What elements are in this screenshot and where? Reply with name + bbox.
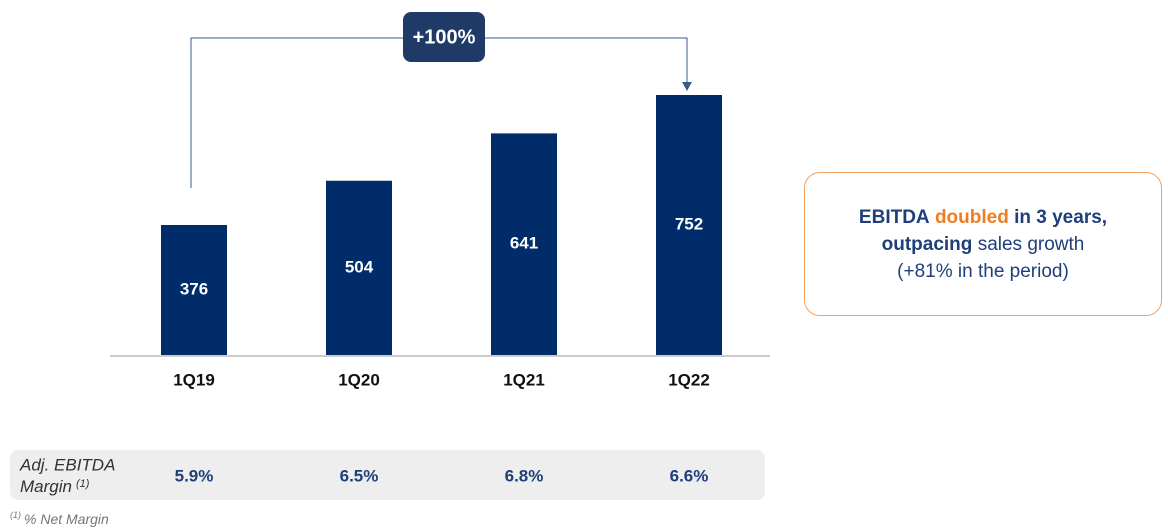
bracket-right (485, 37, 688, 84)
bar (491, 133, 557, 355)
x-tick-label: 1Q22 (668, 370, 710, 389)
margin-row (10, 450, 765, 500)
value-label: 641 (510, 234, 538, 253)
margin-value: 6.6% (670, 466, 709, 485)
margin-label: Margin (20, 477, 72, 496)
footnote: (1)% Net Margin (10, 510, 109, 526)
bar (326, 180, 392, 355)
footnote-mark: (1) (10, 510, 21, 520)
bar (656, 95, 722, 355)
callout-line: (+81% in the period) (897, 260, 1069, 282)
x-tick-label: 1Q21 (503, 370, 545, 389)
margin-value: 5.9% (175, 466, 214, 485)
bar (161, 225, 227, 355)
callout-text: EBITDA (858, 206, 930, 228)
callout: EBITDA doubled in 3 years, outpacing sal… (804, 172, 1162, 316)
growth-label: +100% (413, 26, 476, 48)
value-label: 376 (180, 279, 208, 298)
callout-line: EBITDA doubled in 3 years, (859, 204, 1107, 231)
bracket-left (190, 37, 403, 188)
margin-label: Margin (1) (20, 477, 90, 496)
x-tick-label: 1Q19 (173, 370, 215, 389)
value-label: 504 (345, 257, 374, 276)
callout-text: outpacing (881, 233, 973, 255)
value-label: 752 (675, 214, 703, 233)
footnote-text: % Net Margin (24, 511, 109, 527)
x-tick-label: 1Q20 (338, 370, 380, 389)
arrow-head (682, 82, 692, 91)
margin-label: Adj. EBITDA (19, 455, 115, 474)
growth-badge (403, 12, 485, 62)
margin-value: 6.8% (505, 466, 544, 485)
callout-text: doubled (934, 206, 1009, 228)
margin-note: (1) (76, 478, 90, 490)
margin-value: 6.5% (340, 466, 379, 485)
callout-text: sales growth (977, 233, 1085, 255)
callout-text: in 3 years, (1014, 206, 1108, 228)
callout-line: outpacing sales growth (882, 231, 1085, 258)
